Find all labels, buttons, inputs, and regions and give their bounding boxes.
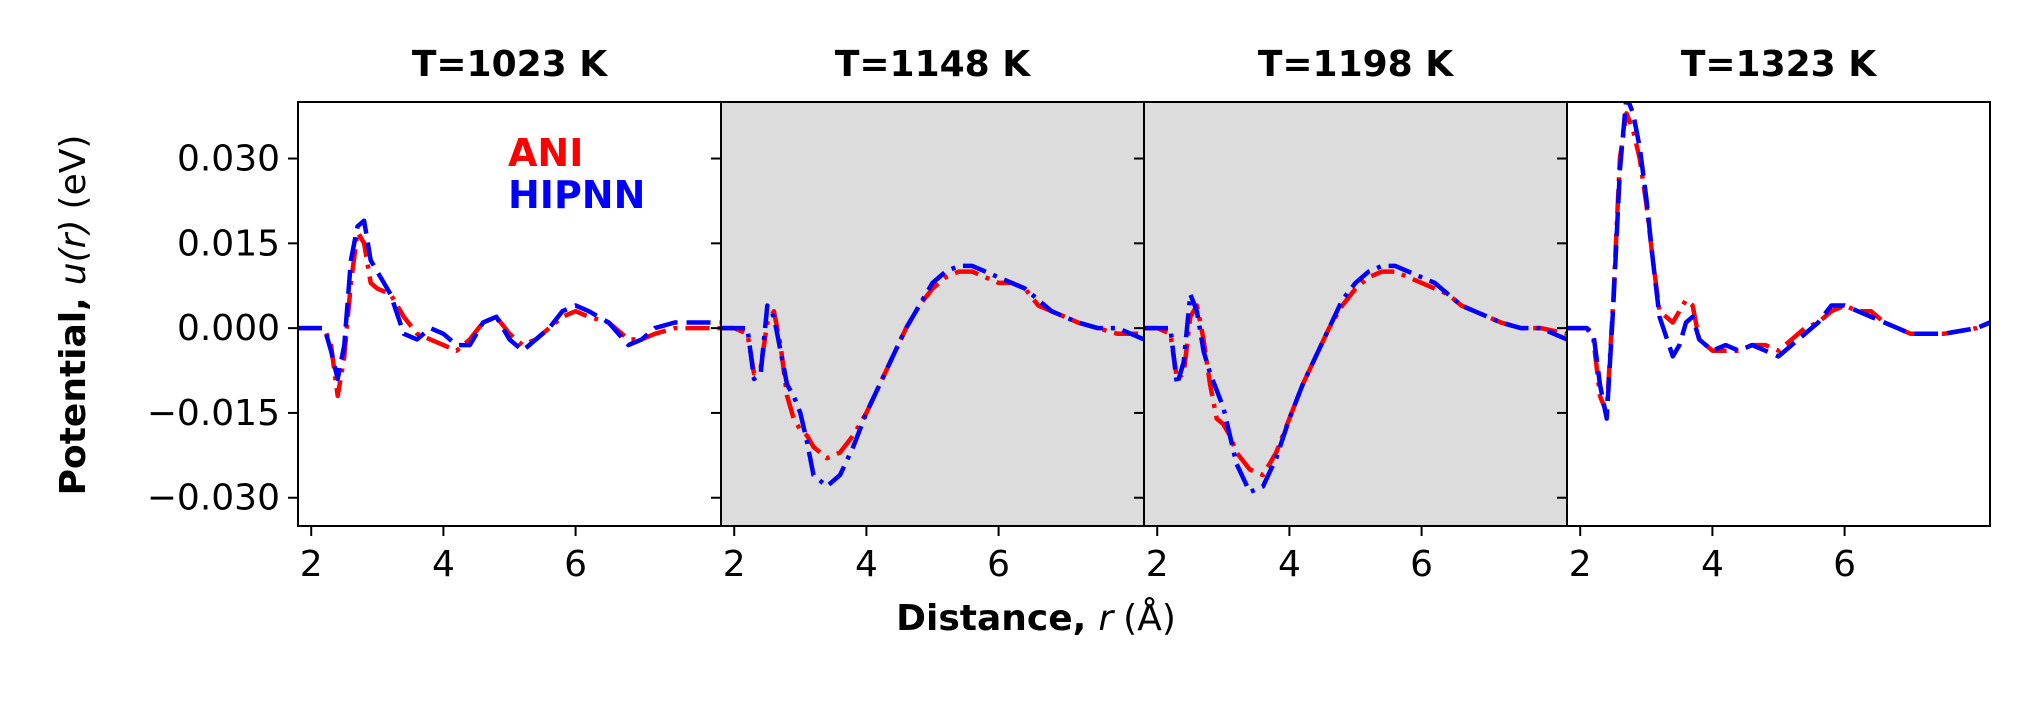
- panel-2: T=1148 K 2 4 6: [711, 44, 1145, 585]
- y-tick-label: −0.015: [147, 393, 280, 434]
- x-tick-label: 4: [432, 544, 455, 585]
- legend-entry-ani: ANI: [508, 131, 583, 175]
- series-group: [1567, 102, 1990, 421]
- y-tick-label: 0.015: [177, 223, 280, 264]
- series-line-ani: [298, 229, 721, 399]
- series-group: [721, 263, 1144, 489]
- x-tick-label: 2: [723, 544, 746, 585]
- x-tick-label: 4: [1278, 544, 1301, 585]
- x-axis-label: Distance, r (Å): [896, 596, 1176, 639]
- series-group: [298, 218, 721, 399]
- series-group: [1144, 263, 1567, 495]
- panel-background: [1567, 102, 1990, 526]
- y-tick-label: −0.030: [147, 478, 280, 519]
- y-axis-label-unit: (eV): [53, 135, 94, 210]
- y-axis-label-var: u(r): [53, 219, 94, 285]
- x-tick-label: 2: [1569, 544, 1592, 585]
- series-line-hipnn: [721, 263, 1144, 489]
- x-tick-label: 6: [564, 544, 587, 585]
- x-tick-label: 4: [1701, 544, 1724, 585]
- legend-entry-hipnn: HIPNN: [508, 173, 645, 217]
- y-axis-label-bold: Potential,: [53, 297, 94, 495]
- y-axis-label: Potential, u(r) (eV): [53, 135, 94, 496]
- series-line-hipnn: [1144, 263, 1567, 495]
- series-line-hipnn: [1567, 102, 1990, 421]
- y-tick-label: 0.030: [177, 139, 280, 180]
- panel-4: T=1323 K 2 4 6: [1557, 44, 1991, 585]
- x-tick-label: 2: [1146, 544, 1169, 585]
- x-tick-label: 6: [1410, 544, 1433, 585]
- panel-background: [1144, 102, 1567, 526]
- x-tick-label: 4: [855, 544, 878, 585]
- panel-title: T=1148 K: [835, 44, 1031, 85]
- panels: T=1023 K 2 4 6 −0.030 −0.015 0.000 0.015 0.030 AN…: [147, 44, 1991, 585]
- panel-title: T=1023 K: [412, 44, 608, 85]
- panel-1: T=1023 K 2 4 6 −0.030 −0.015 0.000 0.015 0.030 AN…: [147, 44, 722, 585]
- x-tick-label: 6: [987, 544, 1010, 585]
- panel-3: T=1198 K 2 4 6: [1134, 44, 1568, 585]
- panel-title: T=1198 K: [1258, 44, 1454, 85]
- panel-background: [721, 102, 1144, 526]
- x-tick-label: 2: [300, 544, 323, 585]
- series-line-hipnn: [298, 218, 721, 382]
- panel-title: T=1323 K: [1681, 44, 1877, 85]
- x-axis-label-bold: Distance,: [896, 598, 1086, 639]
- x-axis-label-unit: (Å): [1123, 596, 1176, 639]
- x-axis-label-var: r: [1098, 598, 1115, 639]
- panel-background: [298, 102, 721, 526]
- y-tick-label: 0.000: [177, 308, 280, 349]
- panel-frame: [1566, 101, 1991, 527]
- x-tick-label: 6: [1833, 544, 1856, 585]
